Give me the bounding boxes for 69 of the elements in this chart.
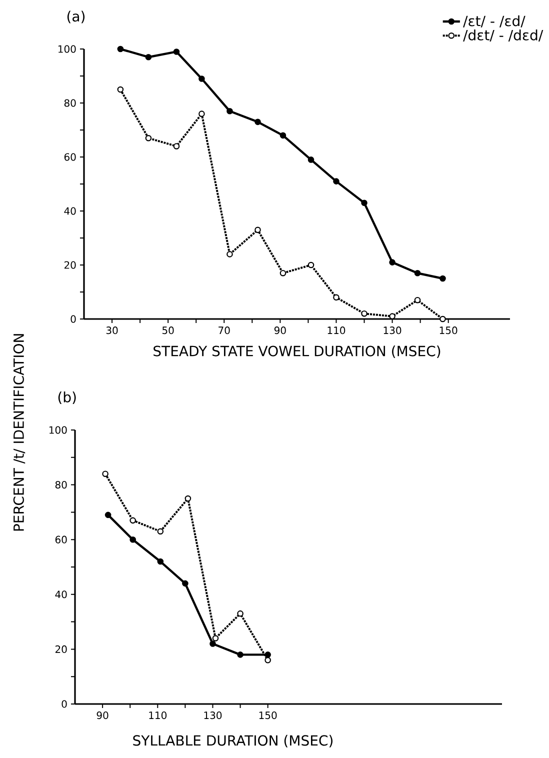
point [198,110,205,117]
y-tick-label: 60 [64,153,76,161]
point [145,134,152,142]
x-tick-label: 90 [274,326,286,334]
y-tick-label: 0 [62,700,67,708]
x-axis-title: STEADY STATE VOWEL DURATION (MSEC) [154,345,440,358]
x-tick-label: 150 [259,712,277,720]
x-tick-label: 110 [328,326,346,334]
y-tick-label: 0 [70,315,76,323]
legend-label: /ɛt/ - /ɛd/ [463,15,526,28]
y-tick-label: 40 [64,207,76,215]
point [333,294,340,301]
point [157,558,164,565]
point [226,108,233,114]
point [212,635,219,642]
y-tick-label: 20 [64,261,76,269]
point [157,528,164,535]
point [361,310,368,317]
point [414,296,421,304]
x-tick-label: 70 [218,326,230,334]
y-axis-title: PERCENT /t/ IDENTIFICATION [13,334,26,531]
y-tick-label: 60 [55,536,67,544]
point [440,316,446,322]
point [102,470,108,477]
point [226,251,233,258]
x-tick-label: 130 [384,326,402,334]
x-tick-label: 50 [162,326,174,334]
y-tick-label: 80 [55,481,67,489]
point [117,86,124,93]
point [264,657,271,664]
y-tick-label: 100 [49,426,67,434]
y-tick-label: 100 [58,45,76,53]
x-tick-label: 90 [96,712,108,720]
y-tick-label: 40 [55,590,67,598]
legend-label: /dɛt/ - /dɛd/ [463,30,544,42]
x-axis-title: SYLLABLE DURATION (MSEC) [133,734,333,748]
point [254,226,261,234]
point [440,275,446,282]
point [361,200,368,206]
point [130,517,136,524]
point [237,610,244,617]
point [280,270,286,276]
point [308,156,314,163]
point [254,118,261,126]
point [104,512,112,518]
x-tick-label: 130 [204,712,222,720]
point [182,580,188,587]
point [333,178,340,184]
point [130,536,136,543]
point [210,640,216,647]
y-tick-label: 80 [64,99,76,107]
x-tick-label: 110 [149,712,167,720]
point [173,143,180,150]
chart-title: (b) [58,392,76,404]
x-tick-label: 150 [440,326,458,334]
point [145,54,152,60]
point [389,259,396,266]
point [173,48,180,55]
point [184,495,192,502]
x-tick-label: 30 [106,326,118,334]
point [308,262,314,268]
y-tick-label: 20 [55,645,67,653]
point [237,652,244,658]
point [117,46,124,52]
point [280,132,286,139]
point [198,76,205,82]
chart-title: (a) [67,10,85,24]
point [414,270,421,276]
point [264,652,271,658]
